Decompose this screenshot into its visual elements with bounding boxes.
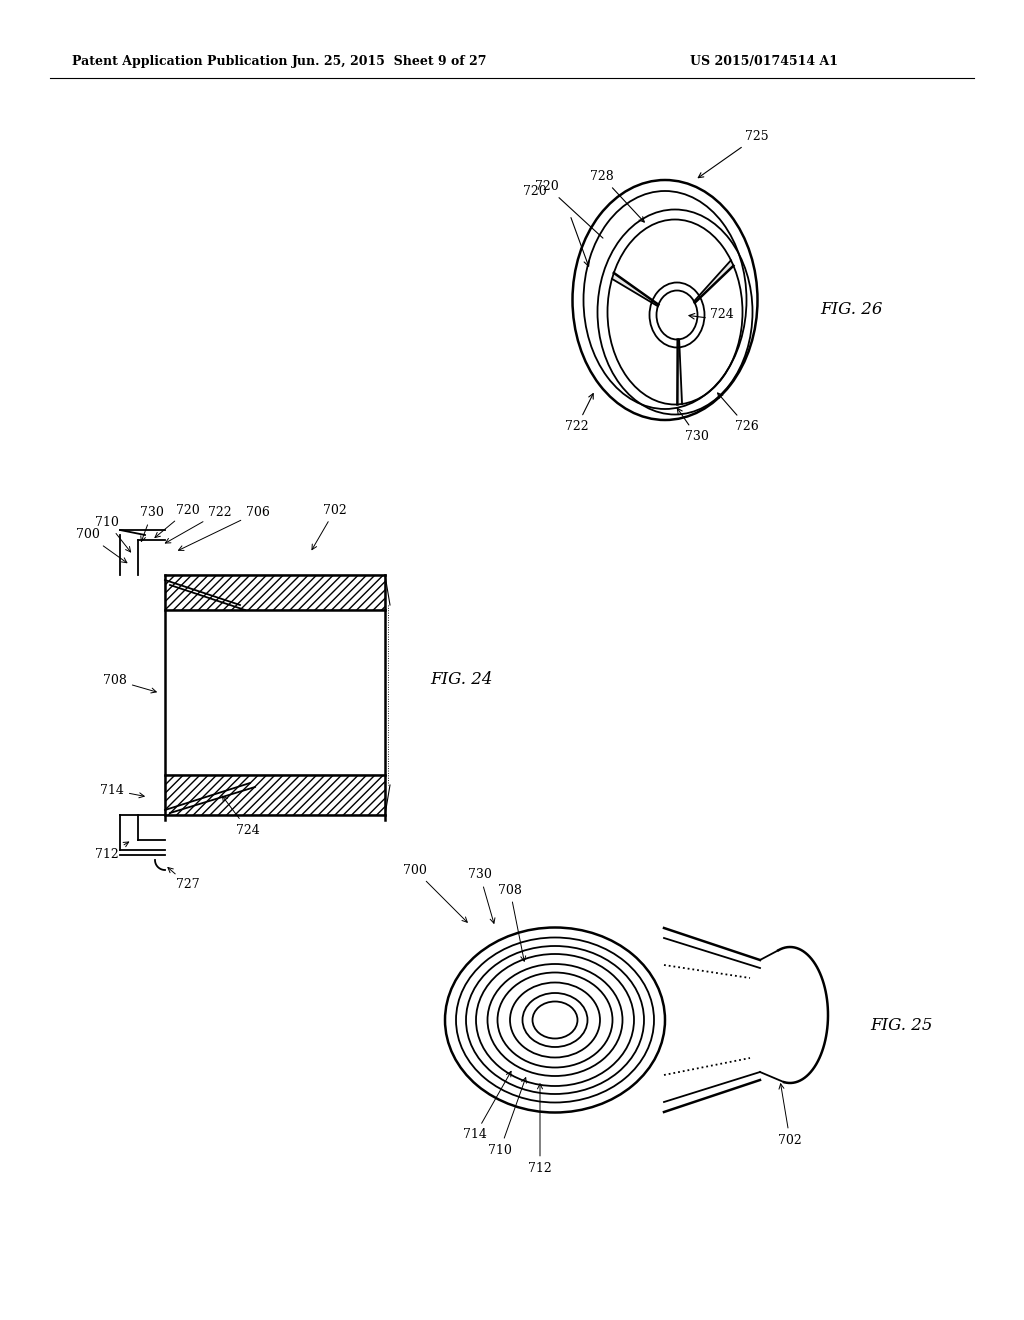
Text: 726: 726 (718, 393, 759, 433)
Text: 702: 702 (312, 503, 347, 549)
Text: 710: 710 (488, 1077, 526, 1156)
Text: 725: 725 (698, 129, 769, 178)
Text: 712: 712 (528, 1084, 552, 1175)
Text: 722: 722 (565, 393, 593, 433)
Text: 720: 720 (155, 503, 200, 537)
Text: 714: 714 (463, 1072, 511, 1142)
Text: 730: 730 (140, 507, 164, 541)
Text: 720: 720 (523, 185, 547, 198)
Text: Jun. 25, 2015  Sheet 9 of 27: Jun. 25, 2015 Sheet 9 of 27 (292, 55, 487, 69)
Polygon shape (612, 273, 658, 306)
Text: 720: 720 (535, 180, 603, 238)
Text: 714: 714 (100, 784, 144, 797)
Text: 708: 708 (103, 673, 157, 693)
Text: 706: 706 (178, 506, 270, 550)
Text: Patent Application Publication: Patent Application Publication (72, 55, 288, 69)
Polygon shape (694, 260, 733, 302)
Text: 724: 724 (710, 308, 734, 321)
Text: 708: 708 (498, 883, 525, 961)
Text: 722: 722 (165, 506, 231, 543)
Text: 728: 728 (590, 170, 644, 222)
Text: 730: 730 (468, 869, 495, 923)
Text: 702: 702 (778, 1084, 802, 1147)
Text: 710: 710 (95, 516, 131, 552)
Text: 724: 724 (222, 796, 260, 837)
Text: FIG. 26: FIG. 26 (820, 301, 883, 318)
Text: FIG. 24: FIG. 24 (430, 672, 493, 689)
Polygon shape (677, 339, 682, 404)
Text: 727: 727 (168, 867, 200, 891)
Bar (165, 775, 385, 814)
Text: US 2015/0174514 A1: US 2015/0174514 A1 (690, 55, 838, 69)
Text: 700: 700 (76, 528, 127, 562)
Text: FIG. 25: FIG. 25 (870, 1016, 933, 1034)
Text: 712: 712 (95, 842, 129, 862)
Text: 700: 700 (403, 863, 467, 923)
Text: 730: 730 (677, 408, 709, 444)
Bar (165, 576, 385, 610)
